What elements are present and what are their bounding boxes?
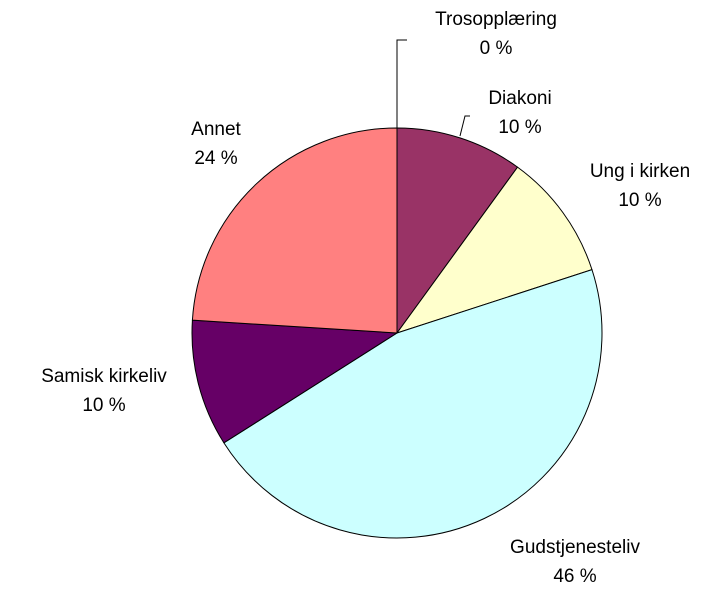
pie-slice — [395, 166, 593, 334]
pie-slice — [396, 127, 519, 335]
slice-label: Ung i kirken — [590, 161, 690, 182]
slice-value-label: 10 % — [498, 117, 541, 138]
leader-line — [459, 115, 470, 137]
slice-label: Samisk kirkeliv — [41, 366, 167, 387]
slice-label: Annet — [191, 119, 241, 140]
slice-label: Gudstjenesteliv — [510, 537, 640, 558]
slice-value-label: 24 % — [194, 148, 237, 169]
slice-label: Diakoni — [488, 88, 551, 109]
slice-value-label: 46 % — [553, 566, 596, 587]
slice-value-label: 0 % — [480, 38, 513, 59]
slice-value-label: 10 % — [82, 395, 125, 416]
slice-label: Trosopplæring — [435, 9, 557, 30]
leader-line — [396, 39, 407, 128]
pie-slice — [191, 319, 399, 444]
pie-slice — [223, 269, 603, 539]
pie-slice — [191, 127, 398, 334]
slice-value-label: 10 % — [618, 190, 661, 211]
